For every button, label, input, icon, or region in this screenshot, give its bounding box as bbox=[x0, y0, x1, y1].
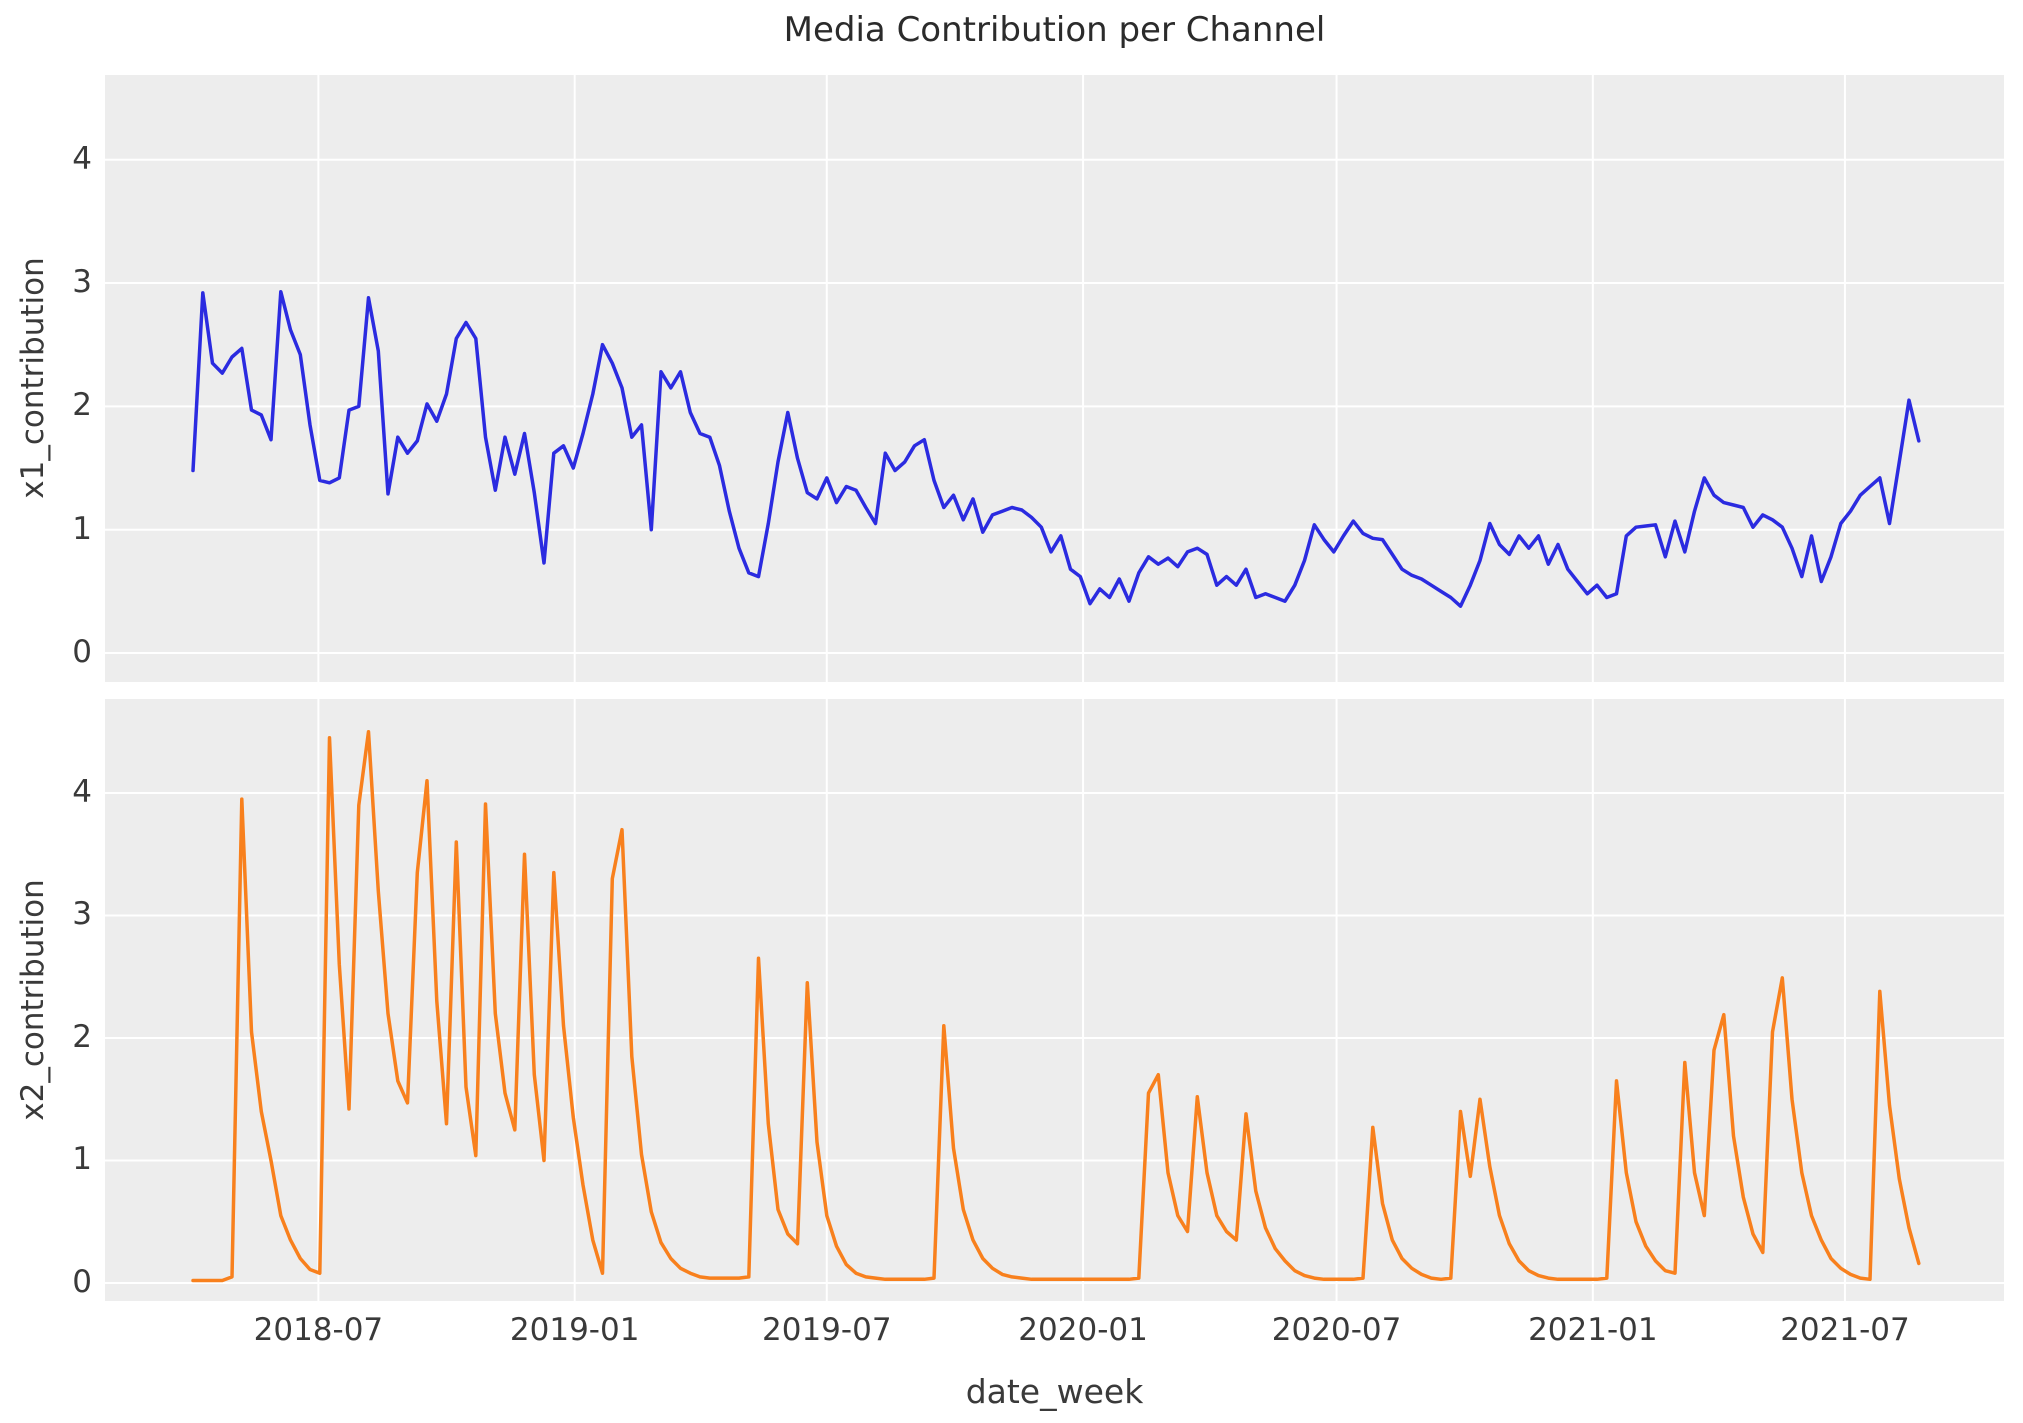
x-tick-label-2020-01: 2020-01 bbox=[1018, 1312, 1148, 1348]
x-tick-label-2020-07: 2020-07 bbox=[1271, 1312, 1402, 1348]
y-tick-label-x2_contribution-1: 1 bbox=[72, 1141, 92, 1178]
y-tick-label-x1_contribution-2: 2 bbox=[72, 387, 92, 424]
y-tick-label-x2_contribution-2: 2 bbox=[72, 1018, 92, 1055]
y-tick-label-x2_contribution-3: 3 bbox=[72, 896, 92, 933]
panel-x1 bbox=[105, 75, 2004, 682]
chart-title: Media Contribution per Channel bbox=[783, 10, 1326, 50]
x-axis-label: date_week bbox=[965, 1372, 1144, 1411]
plot-area-x1_contribution bbox=[105, 75, 2004, 682]
y-tick-label-x2_contribution-0: 0 bbox=[72, 1263, 92, 1300]
x-tick-label-2019-01: 2019-01 bbox=[509, 1312, 640, 1348]
y-tick-label-x1_contribution-4: 4 bbox=[72, 140, 92, 177]
y-tick-label-x1_contribution-3: 3 bbox=[72, 264, 92, 301]
y-tick-label-x2_contribution-4: 4 bbox=[72, 773, 92, 810]
series-line-x2_contribution bbox=[191, 729, 1921, 1283]
series-line-x1_contribution bbox=[191, 289, 1921, 608]
y-tick-label-x1_contribution-0: 0 bbox=[72, 634, 92, 671]
panel-x2 bbox=[105, 699, 2004, 1301]
x-tick-label-2021-01: 2021-01 bbox=[1528, 1312, 1658, 1348]
x-tick-label-2021-07: 2021-07 bbox=[1780, 1312, 1910, 1348]
y-tick-label-x1_contribution-1: 1 bbox=[72, 510, 92, 547]
x-tick-label-2019-07: 2019-07 bbox=[762, 1312, 892, 1348]
plot-area-x2_contribution bbox=[105, 699, 2004, 1301]
x-tick-label-2018-07: 2018-07 bbox=[253, 1312, 384, 1348]
